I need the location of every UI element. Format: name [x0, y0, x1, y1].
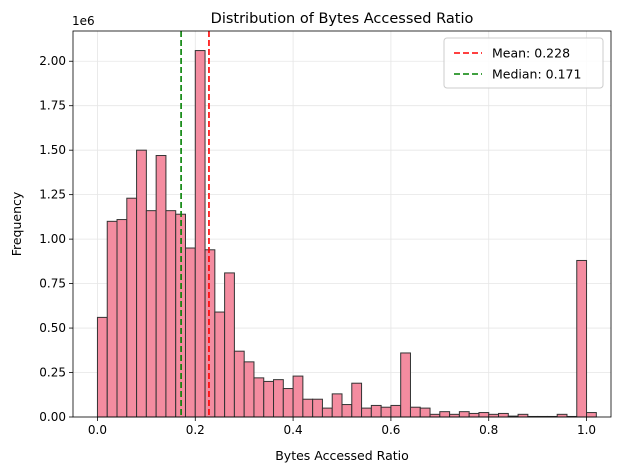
y-axis-label: Frequency: [9, 191, 24, 256]
histogram-bar: [341, 404, 353, 418]
histogram-bar: [96, 316, 108, 418]
histogram-bar: [517, 413, 529, 418]
y-tick-label: 1.50: [39, 143, 66, 157]
y-tick-label: 0.50: [39, 321, 66, 335]
histogram-bar: [136, 149, 147, 418]
histogram-bar: [586, 412, 597, 418]
x-tick-label: 0.0: [88, 423, 107, 437]
chart-title: Distribution of Bytes Accessed Ratio: [211, 11, 474, 27]
histogram-bar: [233, 350, 245, 418]
histogram-bar: [370, 404, 382, 418]
histogram-bar: [253, 377, 265, 418]
y-tick-label: 1.75: [39, 99, 66, 113]
legend-median-label: Median: 0.171: [492, 67, 581, 82]
y-axis: 0.00 0.25 0.50 0.75 1.00 1.25 1.50 1.75 2.00: [39, 54, 73, 424]
y-tick-label: 2.00: [39, 54, 66, 68]
legend-box: [443, 37, 604, 89]
histogram-bar: [321, 407, 333, 418]
histogram-bar: [273, 379, 284, 418]
histogram-bar: [302, 398, 314, 418]
y-offset-text: 1e6: [72, 14, 95, 28]
legend: Mean: 0.228 Median: 0.171: [443, 37, 604, 89]
histogram-bar: [468, 412, 480, 418]
histogram-bar: [312, 398, 323, 418]
histogram-bar: [449, 413, 460, 418]
x-axis: 0.0 0.2 0.4 0.6 0.8 1.0: [88, 417, 596, 437]
bars-layer: [96, 50, 597, 418]
histogram-bar: [116, 219, 128, 418]
histogram-bar: [488, 413, 500, 418]
x-tick-label: 1.0: [577, 423, 596, 437]
histogram-bar: [224, 272, 235, 418]
y-tick-label: 1.00: [39, 232, 66, 246]
plot-frame: [72, 30, 612, 418]
x-tick-label: 0.8: [479, 423, 498, 437]
y-tick-label: 0.75: [39, 277, 66, 291]
x-tick-label: 0.2: [186, 423, 205, 437]
x-tick-label: 0.6: [381, 423, 400, 437]
histogram-bar: [439, 411, 451, 418]
histogram-bar: [165, 210, 177, 418]
histogram-bar: [331, 393, 343, 418]
histogram-bar: [351, 382, 363, 418]
histogram-bar: [390, 404, 402, 418]
y-tick-label: 1.25: [39, 188, 66, 202]
histogram-bar: [556, 413, 568, 418]
histogram-bar: [361, 407, 372, 418]
histogram-bar: [292, 375, 304, 418]
reference-lines-layer: [180, 31, 210, 417]
histogram-bar: [282, 388, 294, 418]
histogram-bar: [380, 406, 392, 418]
histogram-bar: [204, 249, 216, 418]
histogram-bar: [263, 380, 275, 418]
y-tick-label: 0.00: [39, 410, 66, 424]
histogram-bar: [184, 247, 196, 418]
histogram-bar: [155, 155, 167, 418]
histogram-bar: [576, 259, 588, 418]
histogram-bar: [478, 412, 490, 418]
histogram-bar: [106, 220, 118, 418]
histogram-bar: [126, 197, 138, 418]
x-tick-label: 0.4: [284, 423, 303, 437]
histogram-bar: [400, 352, 411, 418]
histogram-bar: [194, 50, 206, 418]
histogram-bar: [409, 406, 421, 418]
y-tick-label: 0.25: [39, 366, 66, 380]
histogram-bar: [145, 210, 157, 418]
histogram-bar: [458, 411, 470, 418]
histogram-bar: [498, 412, 509, 418]
histogram-bar: [419, 407, 431, 418]
histogram-bar: [243, 361, 255, 418]
x-axis-label: Bytes Accessed Ratio: [275, 448, 409, 463]
legend-mean-label: Mean: 0.228: [492, 46, 570, 61]
histogram-bar: [429, 413, 441, 418]
histogram-bar: [214, 311, 226, 418]
